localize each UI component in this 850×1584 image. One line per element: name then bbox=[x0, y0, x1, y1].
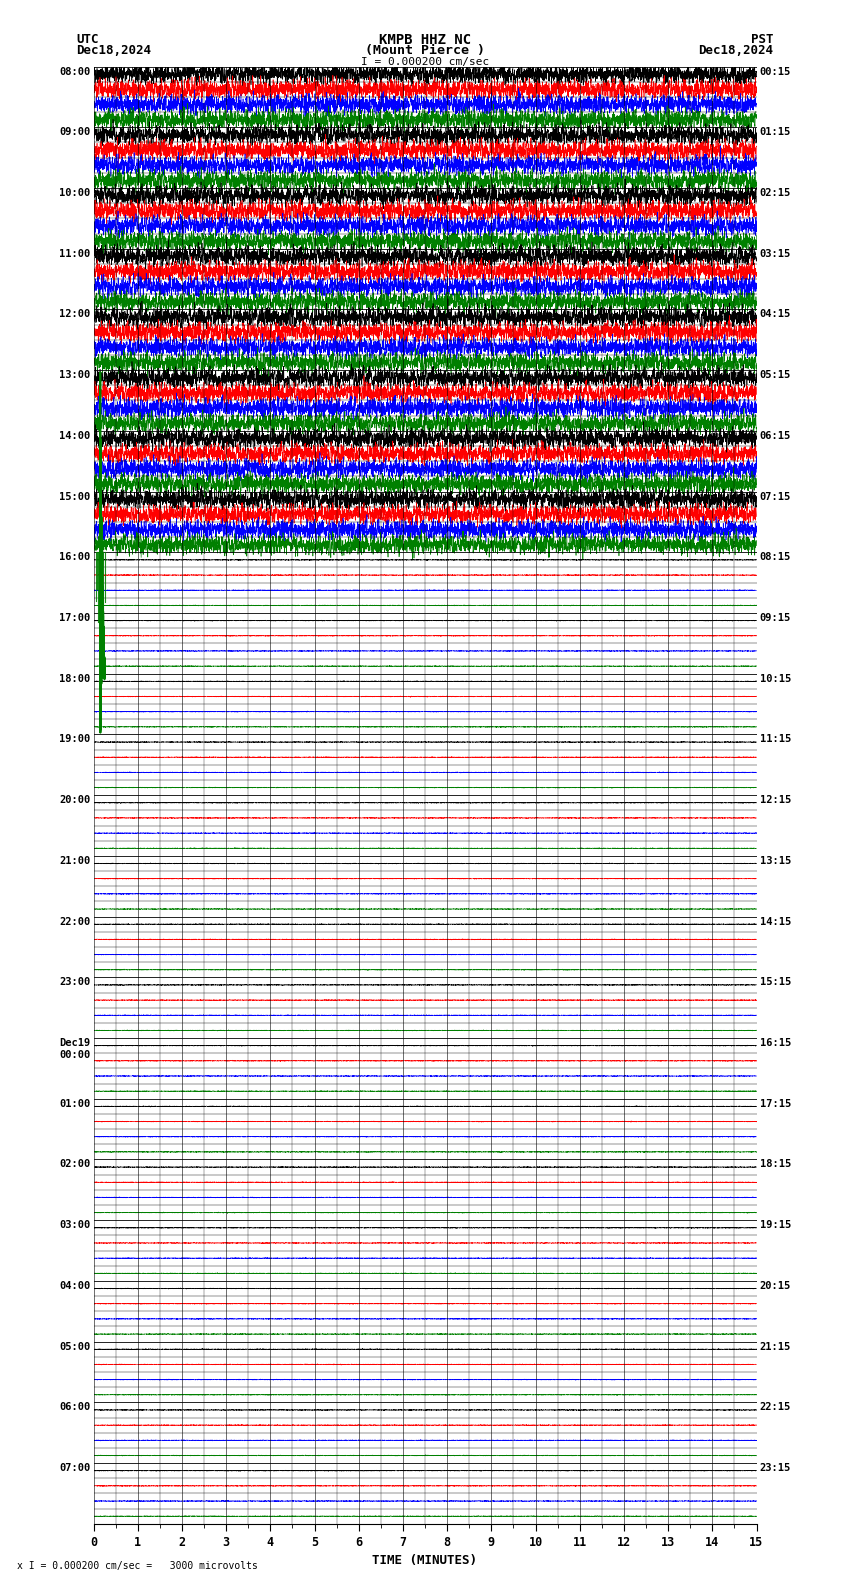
Text: 08:00: 08:00 bbox=[59, 67, 90, 76]
Text: 05:15: 05:15 bbox=[760, 371, 791, 380]
Text: 20:15: 20:15 bbox=[760, 1281, 791, 1291]
Text: 17:15: 17:15 bbox=[760, 1099, 791, 1109]
Text: 20:00: 20:00 bbox=[59, 795, 90, 805]
Text: 22:15: 22:15 bbox=[760, 1402, 791, 1413]
Text: KMPB HHZ NC: KMPB HHZ NC bbox=[379, 33, 471, 48]
Text: 15:00: 15:00 bbox=[59, 491, 90, 502]
Text: 13:15: 13:15 bbox=[760, 855, 791, 866]
Text: 22:00: 22:00 bbox=[59, 917, 90, 927]
Text: 02:00: 02:00 bbox=[59, 1159, 90, 1169]
Text: 16:00: 16:00 bbox=[59, 553, 90, 562]
Text: 01:15: 01:15 bbox=[760, 127, 791, 138]
Text: 10:15: 10:15 bbox=[760, 673, 791, 684]
Text: 19:15: 19:15 bbox=[760, 1220, 791, 1231]
Text: 18:00: 18:00 bbox=[59, 673, 90, 684]
Text: Dec18,2024: Dec18,2024 bbox=[76, 44, 151, 57]
Text: 06:15: 06:15 bbox=[760, 431, 791, 440]
Text: 07:00: 07:00 bbox=[59, 1464, 90, 1473]
Text: 14:15: 14:15 bbox=[760, 917, 791, 927]
Text: 15:15: 15:15 bbox=[760, 977, 791, 987]
Text: 03:00: 03:00 bbox=[59, 1220, 90, 1231]
Text: PST: PST bbox=[751, 33, 774, 46]
Text: Dec19
00:00: Dec19 00:00 bbox=[59, 1038, 90, 1060]
Text: 06:00: 06:00 bbox=[59, 1402, 90, 1413]
Text: 12:15: 12:15 bbox=[760, 795, 791, 805]
Text: 23:15: 23:15 bbox=[760, 1464, 791, 1473]
Text: 19:00: 19:00 bbox=[59, 735, 90, 744]
Text: 11:00: 11:00 bbox=[59, 249, 90, 258]
Text: 09:15: 09:15 bbox=[760, 613, 791, 623]
Text: 08:15: 08:15 bbox=[760, 553, 791, 562]
Text: x I = 0.000200 cm/sec =   3000 microvolts: x I = 0.000200 cm/sec = 3000 microvolts bbox=[17, 1562, 258, 1571]
Text: 23:00: 23:00 bbox=[59, 977, 90, 987]
Text: 17:00: 17:00 bbox=[59, 613, 90, 623]
Text: 13:00: 13:00 bbox=[59, 371, 90, 380]
Text: 07:15: 07:15 bbox=[760, 491, 791, 502]
Text: 21:00: 21:00 bbox=[59, 855, 90, 866]
Text: 04:15: 04:15 bbox=[760, 309, 791, 320]
Text: 02:15: 02:15 bbox=[760, 188, 791, 198]
Text: 14:00: 14:00 bbox=[59, 431, 90, 440]
Text: 10:00: 10:00 bbox=[59, 188, 90, 198]
Text: I = 0.000200 cm/sec: I = 0.000200 cm/sec bbox=[361, 57, 489, 67]
Text: 18:15: 18:15 bbox=[760, 1159, 791, 1169]
Text: 01:00: 01:00 bbox=[59, 1099, 90, 1109]
Text: Dec18,2024: Dec18,2024 bbox=[699, 44, 774, 57]
Text: 09:00: 09:00 bbox=[59, 127, 90, 138]
Text: 16:15: 16:15 bbox=[760, 1038, 791, 1049]
Text: 04:00: 04:00 bbox=[59, 1281, 90, 1291]
Text: 05:00: 05:00 bbox=[59, 1342, 90, 1351]
Text: (Mount Pierce ): (Mount Pierce ) bbox=[365, 44, 485, 57]
Text: 11:15: 11:15 bbox=[760, 735, 791, 744]
Text: UTC: UTC bbox=[76, 33, 99, 46]
Text: 12:00: 12:00 bbox=[59, 309, 90, 320]
Text: 00:15: 00:15 bbox=[760, 67, 791, 76]
X-axis label: TIME (MINUTES): TIME (MINUTES) bbox=[372, 1554, 478, 1567]
Text: 21:15: 21:15 bbox=[760, 1342, 791, 1351]
Text: 03:15: 03:15 bbox=[760, 249, 791, 258]
